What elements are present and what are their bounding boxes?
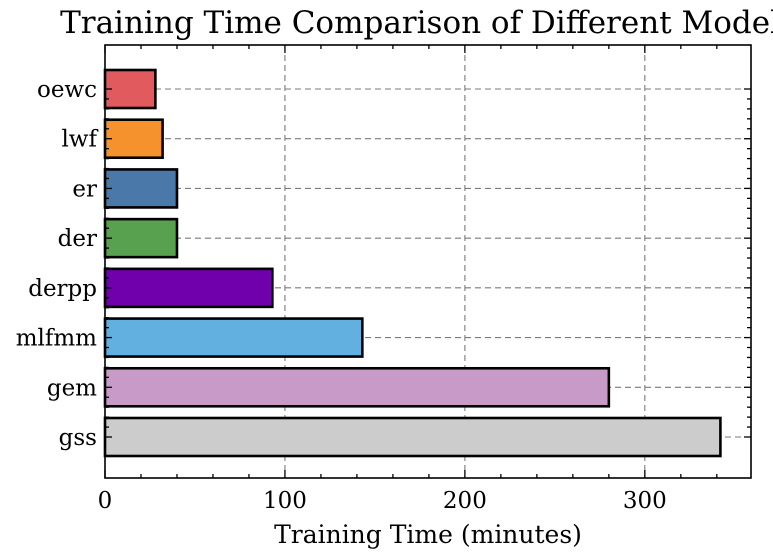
bar-der — [103, 217, 179, 259]
bars — [103, 68, 722, 458]
plot-frame — [104, 44, 752, 479]
x-axis-label: Training Time (minutes) — [274, 520, 582, 549]
x-tick-label: 0 — [98, 488, 113, 514]
grid-lines — [105, 45, 751, 478]
y-tick-labels: oewc lwf er der derpp mlfmm gem gss — [16, 77, 99, 451]
y-tick-label: mlfmm — [16, 326, 97, 352]
y-tick-label: lwf — [61, 127, 98, 153]
x-tick-label: 200 — [443, 488, 487, 514]
bar-gem — [103, 366, 611, 408]
bar-mlfmm — [103, 317, 364, 358]
bar-lwf — [103, 118, 164, 160]
chart-title: Training Time Comparison of Different Mo… — [60, 5, 773, 41]
y-tick-label: gem — [47, 375, 97, 401]
x-tick-labels: 0 100 200 300 — [98, 488, 667, 514]
y-tick-label: oewc — [37, 77, 97, 103]
bar-derpp — [103, 267, 274, 309]
bar-er — [103, 168, 179, 209]
x-tick-label: 300 — [623, 488, 667, 514]
x-tick-label: 100 — [263, 488, 307, 514]
bar-oewc — [103, 68, 157, 110]
y-tick-label: der — [58, 226, 97, 252]
y-tick-label: derpp — [28, 276, 97, 302]
y-tick-label: er — [72, 176, 97, 202]
y-tick-label: gss — [59, 425, 97, 451]
bar-gss — [103, 416, 722, 458]
axis-ticks — [104, 45, 751, 478]
